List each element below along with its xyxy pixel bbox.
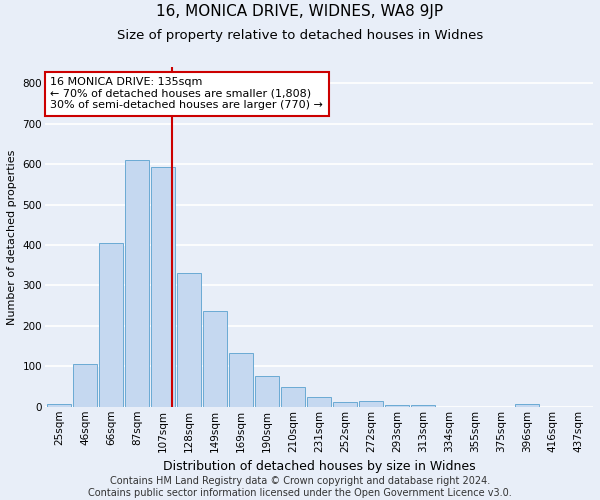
Bar: [203, 310, 227, 407]
Bar: [515, 404, 539, 407]
Text: 16 MONICA DRIVE: 135sqm
← 70% of detached houses are smaller (1,808)
30% of semi: 16 MONICA DRIVE: 135sqm ← 70% of detache…: [50, 77, 323, 110]
Bar: [281, 386, 305, 407]
Y-axis label: Number of detached properties: Number of detached properties: [7, 149, 17, 324]
Bar: [47, 404, 71, 407]
Bar: [333, 402, 357, 407]
Bar: [411, 405, 435, 407]
Bar: [229, 354, 253, 407]
Bar: [255, 376, 279, 407]
Text: Size of property relative to detached houses in Widnes: Size of property relative to detached ho…: [117, 29, 483, 42]
Bar: [177, 274, 201, 407]
Bar: [125, 160, 149, 407]
Bar: [307, 397, 331, 407]
Bar: [73, 364, 97, 407]
Text: 16, MONICA DRIVE, WIDNES, WA8 9JP: 16, MONICA DRIVE, WIDNES, WA8 9JP: [157, 4, 443, 20]
Bar: [359, 401, 383, 407]
Bar: [385, 405, 409, 407]
Text: Contains HM Land Registry data © Crown copyright and database right 2024.
Contai: Contains HM Land Registry data © Crown c…: [88, 476, 512, 498]
Bar: [99, 243, 123, 407]
Bar: [151, 168, 175, 407]
X-axis label: Distribution of detached houses by size in Widnes: Distribution of detached houses by size …: [163, 460, 475, 473]
